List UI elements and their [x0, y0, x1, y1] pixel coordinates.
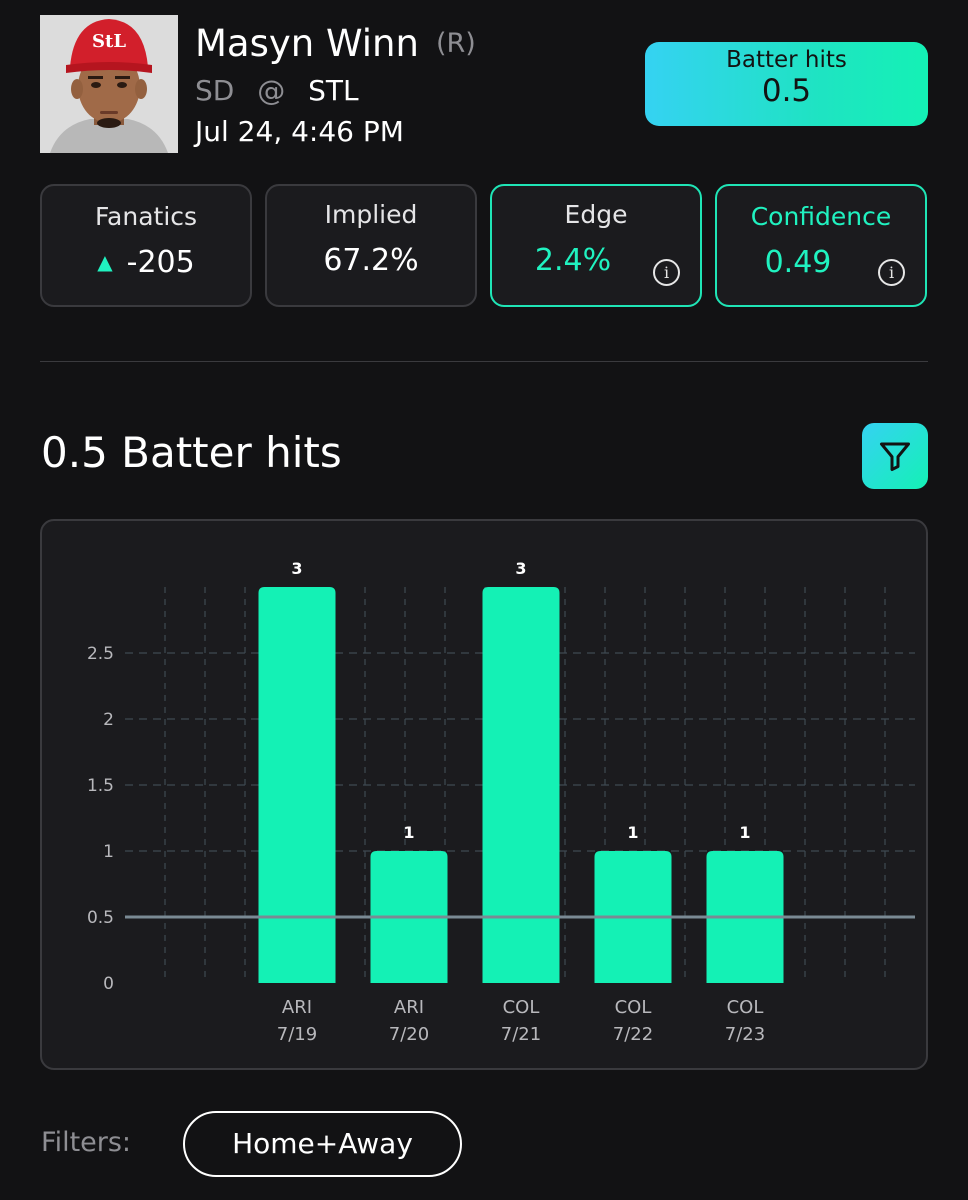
y-tick-label: 2.5 [87, 644, 114, 664]
fanatics-odds: -205 [126, 245, 195, 280]
info-icon[interactable]: i [878, 259, 905, 286]
bar-data-label: 3 [515, 559, 526, 578]
bar-data-label: 1 [403, 823, 414, 842]
x-tick-label-opponent: ARI [394, 997, 424, 1018]
x-tick-label-date: 7/19 [277, 1024, 317, 1045]
filter-button[interactable] [862, 423, 928, 489]
stat-value-edge: 2.4% [534, 243, 612, 278]
stat-value-implied: 67.2% [323, 243, 419, 278]
x-tick-label-opponent: COL [503, 997, 540, 1018]
triangle-up-icon: ▲ [97, 250, 113, 274]
stat-label-fanatics: Fanatics [94, 202, 198, 231]
player-avatar: StL [40, 15, 178, 153]
bar-data-label: 1 [627, 823, 638, 842]
divider [40, 361, 928, 362]
prop-label: Batter hits [726, 47, 847, 73]
home-team: STL [308, 74, 359, 107]
x-tick-label-date: 7/23 [725, 1024, 765, 1045]
hits-bar-chart: 0 0.5 1 1.5 2 2.5 3 ARI 7/19 1 ARI 7/20 3 COL 7/21 1 COL… [87, 559, 915, 1045]
x-tick-label-opponent: COL [615, 997, 652, 1018]
filter-icon [880, 442, 910, 471]
stat-card-fanatics: Fanatics ▲ -205 [40, 184, 252, 307]
x-tick-label-date: 7/22 [613, 1024, 653, 1045]
section-title: 0.5 Batter hits [41, 428, 342, 477]
bar [258, 587, 336, 983]
info-icon[interactable]: i [653, 259, 680, 286]
x-tick-label-opponent: ARI [282, 997, 312, 1018]
x-tick-label-date: 7/20 [389, 1024, 429, 1045]
y-tick-label: 1.5 [87, 776, 114, 796]
stat-value-confidence: 0.49 [764, 245, 832, 280]
away-team: SD [195, 74, 235, 107]
stat-label-confidence: Confidence [750, 202, 892, 231]
player-headshot-image: StL [40, 15, 178, 153]
stat-value-fanatics: ▲ -205 [42, 245, 250, 280]
at-symbol: @ [257, 74, 286, 107]
filters-label: Filters: [41, 1127, 132, 1158]
x-tick-label-opponent: COL [727, 997, 764, 1018]
prop-line: 0.5 [761, 73, 812, 109]
bar-data-label: 1 [739, 823, 750, 842]
game-time: Jul 24, 4:46 PM [195, 115, 404, 148]
home-away-filter-pill[interactable]: Home+Away [183, 1111, 462, 1177]
y-tick-label: 0 [103, 974, 114, 994]
bar-data-label: 3 [291, 559, 302, 578]
player-handedness: (R) [436, 28, 476, 59]
stat-card-confidence[interactable]: Confidence 0.49 i [715, 184, 927, 307]
y-tick-label: 0.5 [87, 908, 114, 928]
stat-label-edge: Edge [564, 200, 628, 229]
svg-text:StL: StL [92, 31, 126, 52]
stat-label-implied: Implied [324, 200, 418, 229]
player-name: Masyn Winn [195, 22, 419, 65]
y-tick-label: 2 [103, 710, 114, 730]
chart-card: 0 0.5 1 1.5 2 2.5 3 ARI 7/19 1 ARI 7/20 3 COL 7/21 1 COL… [40, 519, 928, 1070]
bar [482, 587, 560, 983]
y-tick-label: 1 [103, 842, 114, 862]
stat-card-implied: Implied 67.2% [265, 184, 477, 307]
x-tick-label-date: 7/21 [501, 1024, 541, 1045]
stat-card-edge[interactable]: Edge 2.4% i [490, 184, 702, 307]
matchup: SD @ STL [195, 74, 359, 107]
prop-badge[interactable]: Batter hits 0.5 [645, 42, 928, 126]
